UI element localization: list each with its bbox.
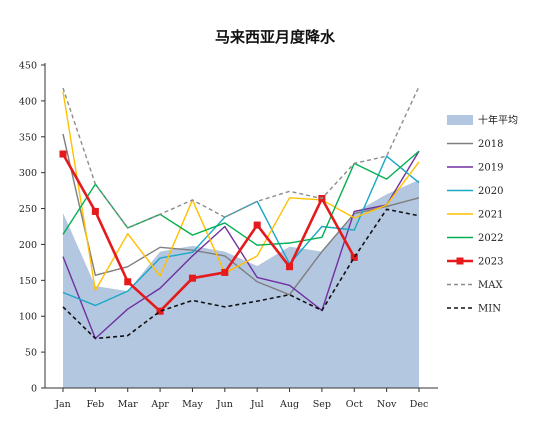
series-point-2023	[59, 150, 67, 158]
series-line-max	[62, 86, 420, 229]
y-tick-label: 100	[19, 312, 37, 323]
area-layer	[63, 179, 419, 388]
legend-label: MIN	[478, 304, 501, 315]
legend-item-2021: 2021	[447, 210, 503, 221]
x-tick-label: Nov	[377, 399, 397, 410]
y-tick-label: 300	[19, 168, 37, 179]
legend-item-max: MAX	[447, 280, 503, 291]
x-tick-label: Feb	[86, 399, 104, 410]
legend-label: 十年平均	[478, 114, 518, 127]
x-tick-label: Apr	[150, 399, 169, 410]
x-tick-label: Aug	[279, 399, 299, 410]
legend-item-2019: 2019	[447, 163, 503, 174]
series-2022	[62, 150, 420, 246]
x-tick-label: Sep	[313, 399, 331, 410]
y-tick-label: 250	[19, 204, 37, 215]
chart-title: 马来西亚月度降水	[215, 28, 336, 46]
x-tick-label: Jan	[54, 399, 71, 410]
y-tick-label: 450	[19, 61, 37, 72]
legend-swatch-marker	[456, 257, 464, 265]
series-point-2023	[124, 278, 132, 286]
series-line-2021	[62, 91, 420, 292]
legend-item-2022: 2022	[447, 233, 503, 244]
y-tick-label: 350	[19, 132, 37, 143]
legend-item-2020: 2020	[447, 186, 503, 197]
series-line-2019	[62, 150, 420, 340]
series-line-min	[62, 208, 420, 340]
y-tick-label: 150	[19, 276, 37, 287]
legend-item-min: MIN	[447, 304, 501, 315]
legend: 十年平均 2018 2019 2020 2021 2022 2023 MAX MIN	[447, 114, 518, 315]
x-tick-label: Dec	[410, 399, 429, 410]
legend-item-ten-year-average: 十年平均	[447, 114, 518, 127]
series-point-2023	[253, 221, 261, 229]
series-point-2023	[350, 253, 358, 261]
legend-swatch-area	[447, 115, 473, 125]
legend-label: 2018	[478, 139, 503, 150]
series-min	[62, 208, 420, 340]
x-tick-label: May	[182, 399, 203, 410]
series-point-2023	[188, 274, 196, 282]
x-tick-label: Jul	[250, 399, 264, 410]
x-tick-label: Mar	[118, 399, 138, 410]
legend-label: 2023	[478, 257, 503, 268]
legend-label: 2021	[478, 210, 503, 221]
legend-label: 2020	[478, 186, 503, 197]
y-tick-label: 50	[25, 348, 37, 359]
x-tick-label: Jun	[216, 399, 233, 410]
y-tick-label: 0	[31, 384, 37, 395]
series-point-2023	[286, 263, 294, 271]
x-tick-label: Oct	[346, 399, 363, 410]
y-tick-label: 400	[19, 96, 37, 107]
legend-label: 2019	[478, 163, 503, 174]
series-2019	[62, 150, 420, 340]
y-tick-label: 200	[19, 240, 37, 251]
legend-item-2018: 2018	[447, 139, 503, 150]
series-2021	[62, 91, 420, 292]
axes-layer: 0 50 100 150 200 250 300 350 400 450 Jan Feb Mar Apr M…	[19, 61, 438, 410]
legend-label: 2022	[478, 233, 503, 244]
series-line-2023	[61, 153, 356, 313]
series-point-2023	[156, 307, 164, 315]
legend-label: MAX	[478, 280, 503, 291]
series-point-2023	[221, 268, 229, 276]
series-point-2023	[91, 207, 99, 215]
lines-layer	[59, 86, 420, 340]
series-max	[62, 86, 420, 229]
series-line-2022	[62, 150, 420, 246]
area-ten-year-average	[63, 179, 419, 388]
legend-item-2023: 2023	[447, 257, 503, 268]
